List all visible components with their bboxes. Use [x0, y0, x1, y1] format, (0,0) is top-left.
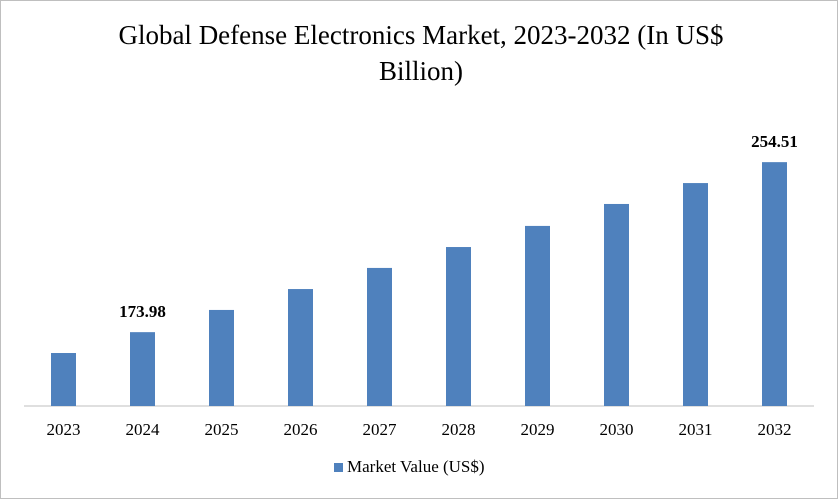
bar — [51, 353, 76, 406]
bar — [367, 267, 392, 406]
data-label: 254.51 — [751, 132, 798, 151]
data-label: 173.98 — [119, 302, 166, 321]
bar — [762, 162, 787, 406]
legend-swatch — [334, 463, 343, 472]
x-tick-label: 2027 — [363, 420, 398, 439]
x-tick-label: 2028 — [442, 420, 476, 439]
bar — [525, 225, 550, 406]
x-tick-label: 2030 — [600, 420, 634, 439]
bar — [446, 247, 471, 406]
legend-label: Market Value (US$) — [347, 457, 485, 476]
bar — [683, 183, 708, 406]
bar — [288, 289, 313, 406]
chart-title: Global Defense Electronics Market, 2023-… — [118, 20, 724, 86]
x-tick-label: 2032 — [758, 420, 792, 439]
x-tick-label: 2031 — [679, 420, 713, 439]
x-tick-label: 2023 — [47, 420, 81, 439]
x-tick-label: 2029 — [521, 420, 555, 439]
x-tick-label: 2024 — [126, 420, 161, 439]
bar — [604, 203, 629, 406]
bar — [130, 332, 155, 406]
x-tick-label: 2026 — [284, 420, 318, 439]
x-tick-label: 2025 — [205, 420, 239, 439]
bar — [209, 309, 234, 406]
